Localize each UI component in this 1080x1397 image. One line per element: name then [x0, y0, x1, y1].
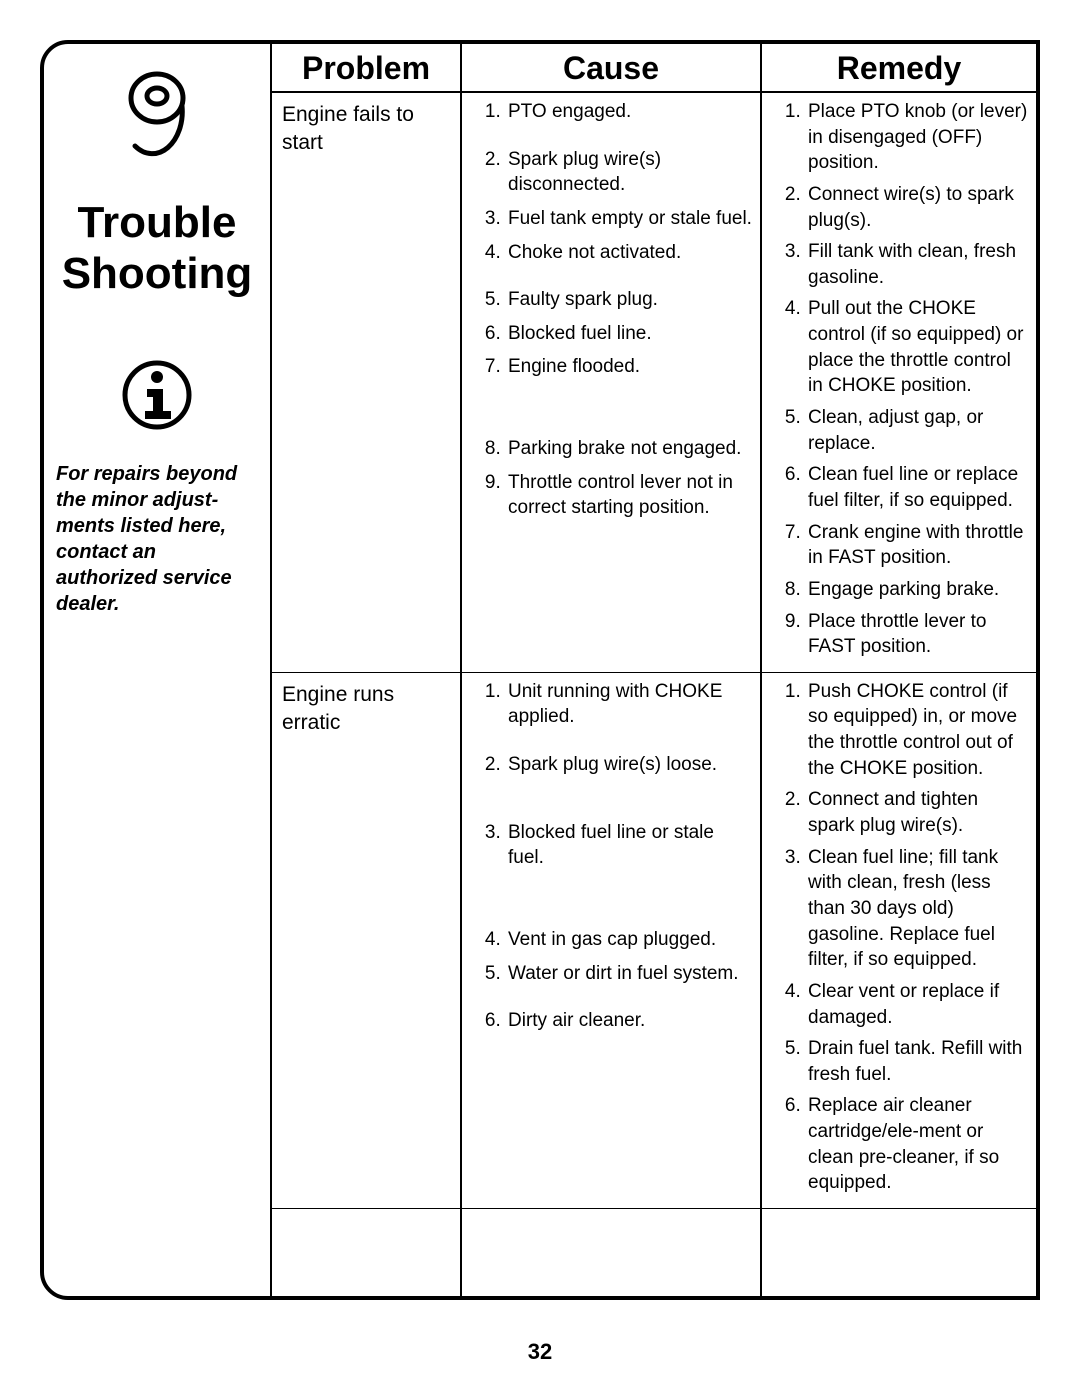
table-row [272, 1209, 1036, 1296]
content-frame: Trouble Shooting For repairs beyond the … [40, 40, 1040, 1300]
table-row: Engine runs erraticUnit running with CHO… [272, 673, 1036, 1209]
cause-item: Unit running with CHOKE applied. [506, 679, 752, 730]
cause-item: PTO engaged. [506, 99, 752, 125]
cause-item: Faulty spark plug. [506, 287, 752, 313]
remedy-item: Engage parking brake. [806, 577, 1028, 603]
table-header-row: Problem Cause Remedy [272, 44, 1036, 93]
cause-item: Water or dirt in fuel system. [506, 961, 752, 987]
remedy-item: Place throttle lever to FAST position. [806, 609, 1028, 660]
header-remedy: Remedy [762, 44, 1036, 91]
header-cause: Cause [462, 44, 762, 91]
remedy-item: Fill tank with clean, fresh gasoline. [806, 239, 1028, 290]
cause-item: Vent in gas cap plugged. [506, 927, 752, 953]
sidebar: Trouble Shooting For repairs beyond the … [44, 44, 272, 1296]
cause-item: Parking brake not engaged. [506, 436, 752, 462]
title-line-2: Shooting [62, 249, 253, 298]
remedy-cell: Place PTO knob (or lever) in disengaged … [762, 93, 1036, 672]
cause-item: Engine flooded. [506, 354, 752, 380]
problem-cell: Engine runs erratic [272, 673, 462, 1208]
info-icon [121, 359, 193, 431]
remedy-item: Pull out the CHOKE control (if so equipp… [806, 296, 1028, 399]
section-title: Trouble Shooting [62, 198, 253, 299]
cause-item: Blocked fuel line or stale fuel. [506, 820, 752, 871]
remedy-item: Connect and tighten spark plug wire(s). [806, 787, 1028, 838]
cause-cell: PTO engaged. Spark plug wire(s) disconnec… [462, 93, 762, 672]
cause-item: Blocked fuel line. [506, 321, 752, 347]
section-number-nine-icon [117, 68, 197, 168]
cause-item: Choke not activated. [506, 240, 752, 266]
remedy-item: Clean, adjust gap, or replace. [806, 405, 1028, 456]
page-number: 32 [0, 1339, 1080, 1365]
remedy-item: Clean fuel line or replace fuel filter, … [806, 462, 1028, 513]
cause-item: Dirty air cleaner. [506, 1008, 752, 1034]
table-body: Engine fails to start PTO engaged. Spark p… [272, 93, 1036, 1296]
page: Trouble Shooting For repairs beyond the … [0, 0, 1080, 1397]
title-line-1: Trouble [78, 198, 237, 247]
troubleshoot-table: Problem Cause Remedy Engine fails to sta… [272, 44, 1036, 1296]
cause-item: Spark plug wire(s) disconnected. [506, 147, 752, 198]
remedy-item: Crank engine with throttle in FAST posit… [806, 520, 1028, 571]
remedy-item: Drain fuel tank. Refill with fresh fuel. [806, 1036, 1028, 1087]
remedy-item: Replace air cleaner cartridge/ele-ment o… [806, 1093, 1028, 1196]
remedy-item: Clean fuel line; fill tank with clean, f… [806, 845, 1028, 973]
remedy-item: Connect wire(s) to spark plug(s). [806, 182, 1028, 233]
problem-cell: Engine fails to start [272, 93, 462, 672]
remedy-item: Clear vent or replace if damaged. [806, 979, 1028, 1030]
remedy-item: Place PTO knob (or lever) in disengaged … [806, 99, 1028, 176]
header-problem: Problem [272, 44, 462, 91]
table-row: Engine fails to start PTO engaged. Spark p… [272, 93, 1036, 673]
empty-cell [272, 1209, 462, 1296]
service-note: For repairs beyond the minor adjust-ment… [54, 461, 260, 617]
empty-cell [762, 1209, 1036, 1296]
cause-cell: Unit running with CHOKE applied. Spark pl… [462, 673, 762, 1208]
remedy-item: Push CHOKE control (if so equipped) in, … [806, 679, 1028, 782]
cause-item: Spark plug wire(s) loose. [506, 752, 752, 778]
empty-cell [462, 1209, 762, 1296]
remedy-cell: Push CHOKE control (if so equipped) in, … [762, 673, 1036, 1208]
cause-item: Throttle control lever not in correct st… [506, 470, 752, 521]
cause-item: Fuel tank empty or stale fuel. [506, 206, 752, 232]
